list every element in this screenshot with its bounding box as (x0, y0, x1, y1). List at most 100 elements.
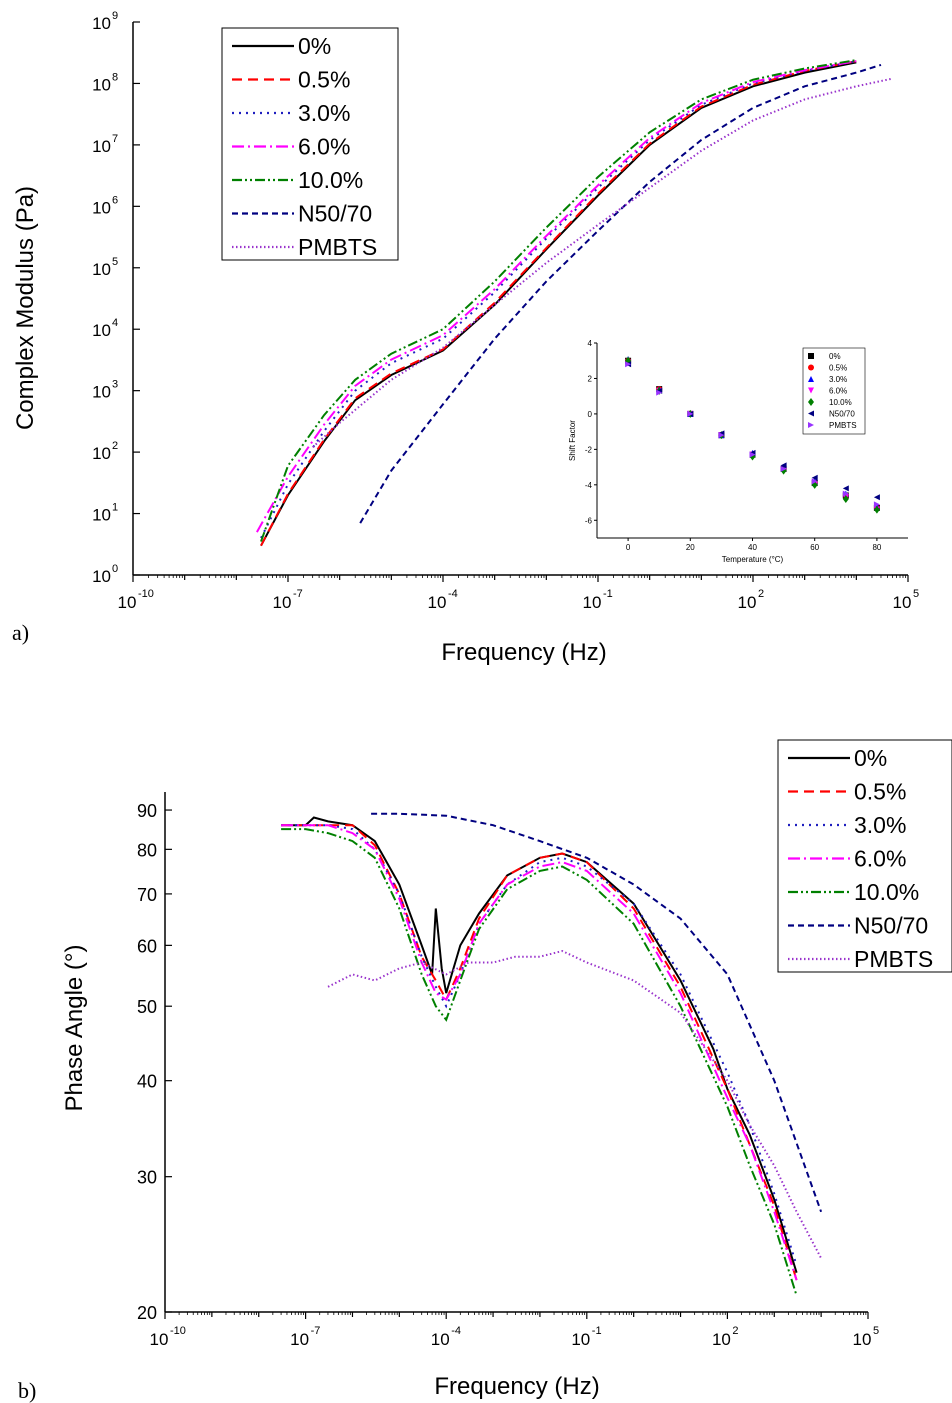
inset-x-axis-title: Temperature (°C) (722, 555, 784, 564)
y-tick-label: 60 (137, 936, 157, 956)
inset-marker (780, 465, 787, 472)
panel-label-a: a) (12, 620, 29, 645)
legend-entry: 0.5% (854, 779, 906, 805)
series-line (260, 60, 857, 547)
legend-b: 0% 0.5% 3.0% 6.0% 10.0% N50/70 PMBTS (777, 739, 952, 973)
legend-box (777, 739, 952, 973)
x-tick-label: 10 (273, 593, 292, 612)
inset-y-tick-label: 4 (588, 339, 593, 348)
legend-entry: N50/70 (854, 913, 928, 939)
inset-legend-entry: PMBTS (829, 421, 857, 430)
chart-a: 10 -10 10 -7 10 -4 10 -1 10 2 10 5 10 010 110 210 310 41… (12, 10, 919, 666)
inset-legend-entry: 0% (829, 352, 841, 361)
x-tick-label: 10 (150, 1330, 169, 1349)
y-tick-label: 10 (92, 506, 111, 525)
inset-x-tick-label: 60 (810, 543, 819, 552)
series-line (281, 824, 798, 1266)
legend-entry: 0.5% (298, 67, 350, 93)
y-tick-label: 80 (137, 840, 157, 860)
x-tick-exponent: -10 (138, 588, 154, 600)
x-tick-exponent: -7 (311, 1325, 321, 1337)
legend-entry: 3.0% (298, 100, 350, 126)
y-axis-b: 20 30 40 50 60 70 80 90 (137, 792, 172, 1323)
x-tick-label: 10 (893, 593, 912, 612)
y-tick-label: 10 (92, 75, 111, 94)
x-tick-exponent: -4 (451, 1325, 461, 1337)
y-tick-label: 10 (92, 198, 111, 217)
series-line (327, 949, 822, 1259)
inset-y-tick-label: 0 (588, 410, 593, 419)
inset-y-axis-title: Shift Factor (568, 420, 577, 461)
inset-x-tick-label: 40 (748, 543, 757, 552)
legend-entry: PMBTS (298, 234, 377, 260)
y-tick-label: 10 (92, 137, 111, 156)
inset-marker (808, 410, 814, 417)
inset-marker (811, 474, 818, 481)
series-line (312, 77, 893, 448)
inset-legend-entry: 10.0% (829, 398, 852, 407)
y-axis-title-b: Phase Angle (°) (61, 944, 88, 1111)
inset-x-tick-label: 20 (686, 543, 695, 552)
inset-marker (718, 432, 725, 439)
series-line (281, 816, 798, 1273)
legend-entry: 10.0% (854, 879, 919, 905)
x-tick-exponent: 2 (732, 1325, 738, 1337)
y-tick-exponent: 8 (112, 71, 118, 83)
series-lines-b (281, 812, 823, 1296)
inset-y-tick-label: -6 (585, 516, 593, 525)
x-tick-label: 10 (290, 1330, 309, 1349)
legend-entry: 10.0% (298, 167, 363, 193)
y-tick-label: 20 (137, 1303, 157, 1323)
x-tick-label: 10 (738, 593, 757, 612)
inset-marker (873, 494, 880, 501)
x-tick-label: 10 (118, 593, 137, 612)
legend-box (221, 27, 399, 261)
inset-marker (811, 478, 818, 485)
series-line (371, 812, 823, 1213)
legend-entry: 6.0% (298, 134, 350, 160)
inset-marker (808, 422, 814, 428)
y-tick-exponent: 5 (112, 256, 118, 268)
inset-x-tick-label: 80 (872, 543, 881, 552)
chart-b: 10 -10 10 -7 10 -4 10 -1 10 2 10 5 2030405060708090… (18, 739, 952, 1403)
panel-label-b: b) (18, 1378, 36, 1403)
y-tick-label: 10 (92, 444, 111, 463)
y-tick-exponent: 6 (112, 194, 118, 206)
x-tick-exponent: -7 (293, 588, 303, 600)
series-line (260, 60, 857, 539)
inset-marker (808, 364, 814, 371)
series-line (359, 63, 882, 524)
inset-marker (808, 353, 814, 359)
y-tick-exponent: 9 (112, 10, 118, 22)
y-tick-label: 10 (92, 14, 111, 33)
x-tick-exponent: 2 (758, 588, 764, 600)
inset-marker (842, 495, 849, 503)
x-tick-label: 10 (428, 593, 447, 612)
y-axis-title-a: Complex Modulus (Pa) (12, 186, 39, 430)
inset-y-tick-label: 2 (588, 374, 593, 383)
y-tick-exponent: 1 (112, 502, 118, 514)
inset-marker (873, 501, 880, 508)
x-tick-exponent: 5 (913, 588, 919, 600)
inset-marker (808, 376, 814, 382)
y-tick-exponent: 0 (112, 563, 118, 575)
legend-entry: 6.0% (854, 846, 906, 872)
x-axis-b: 10 -10 10 -7 10 -4 10 -1 10 2 10 5 (150, 1311, 879, 1349)
series-line (281, 824, 798, 1281)
y-tick-label: 50 (137, 997, 157, 1017)
x-tick-exponent: -10 (170, 1325, 186, 1337)
y-tick-label: 10 (92, 567, 111, 586)
inset-marker (842, 490, 849, 497)
legend-entry: 0% (298, 33, 331, 59)
y-tick-exponent: 7 (112, 133, 118, 145)
x-axis-a: 10 -10 10 -7 10 -4 10 -1 10 2 10 5 (118, 574, 919, 612)
series-line (281, 828, 798, 1296)
x-tick-exponent: -1 (603, 588, 613, 600)
x-tick-label: 10 (853, 1330, 872, 1349)
legend-entry: 3.0% (854, 812, 906, 838)
inset-legend-entry: N50/70 (829, 410, 855, 419)
y-tick-exponent: 2 (112, 440, 118, 452)
x-tick-label: 10 (712, 1330, 731, 1349)
